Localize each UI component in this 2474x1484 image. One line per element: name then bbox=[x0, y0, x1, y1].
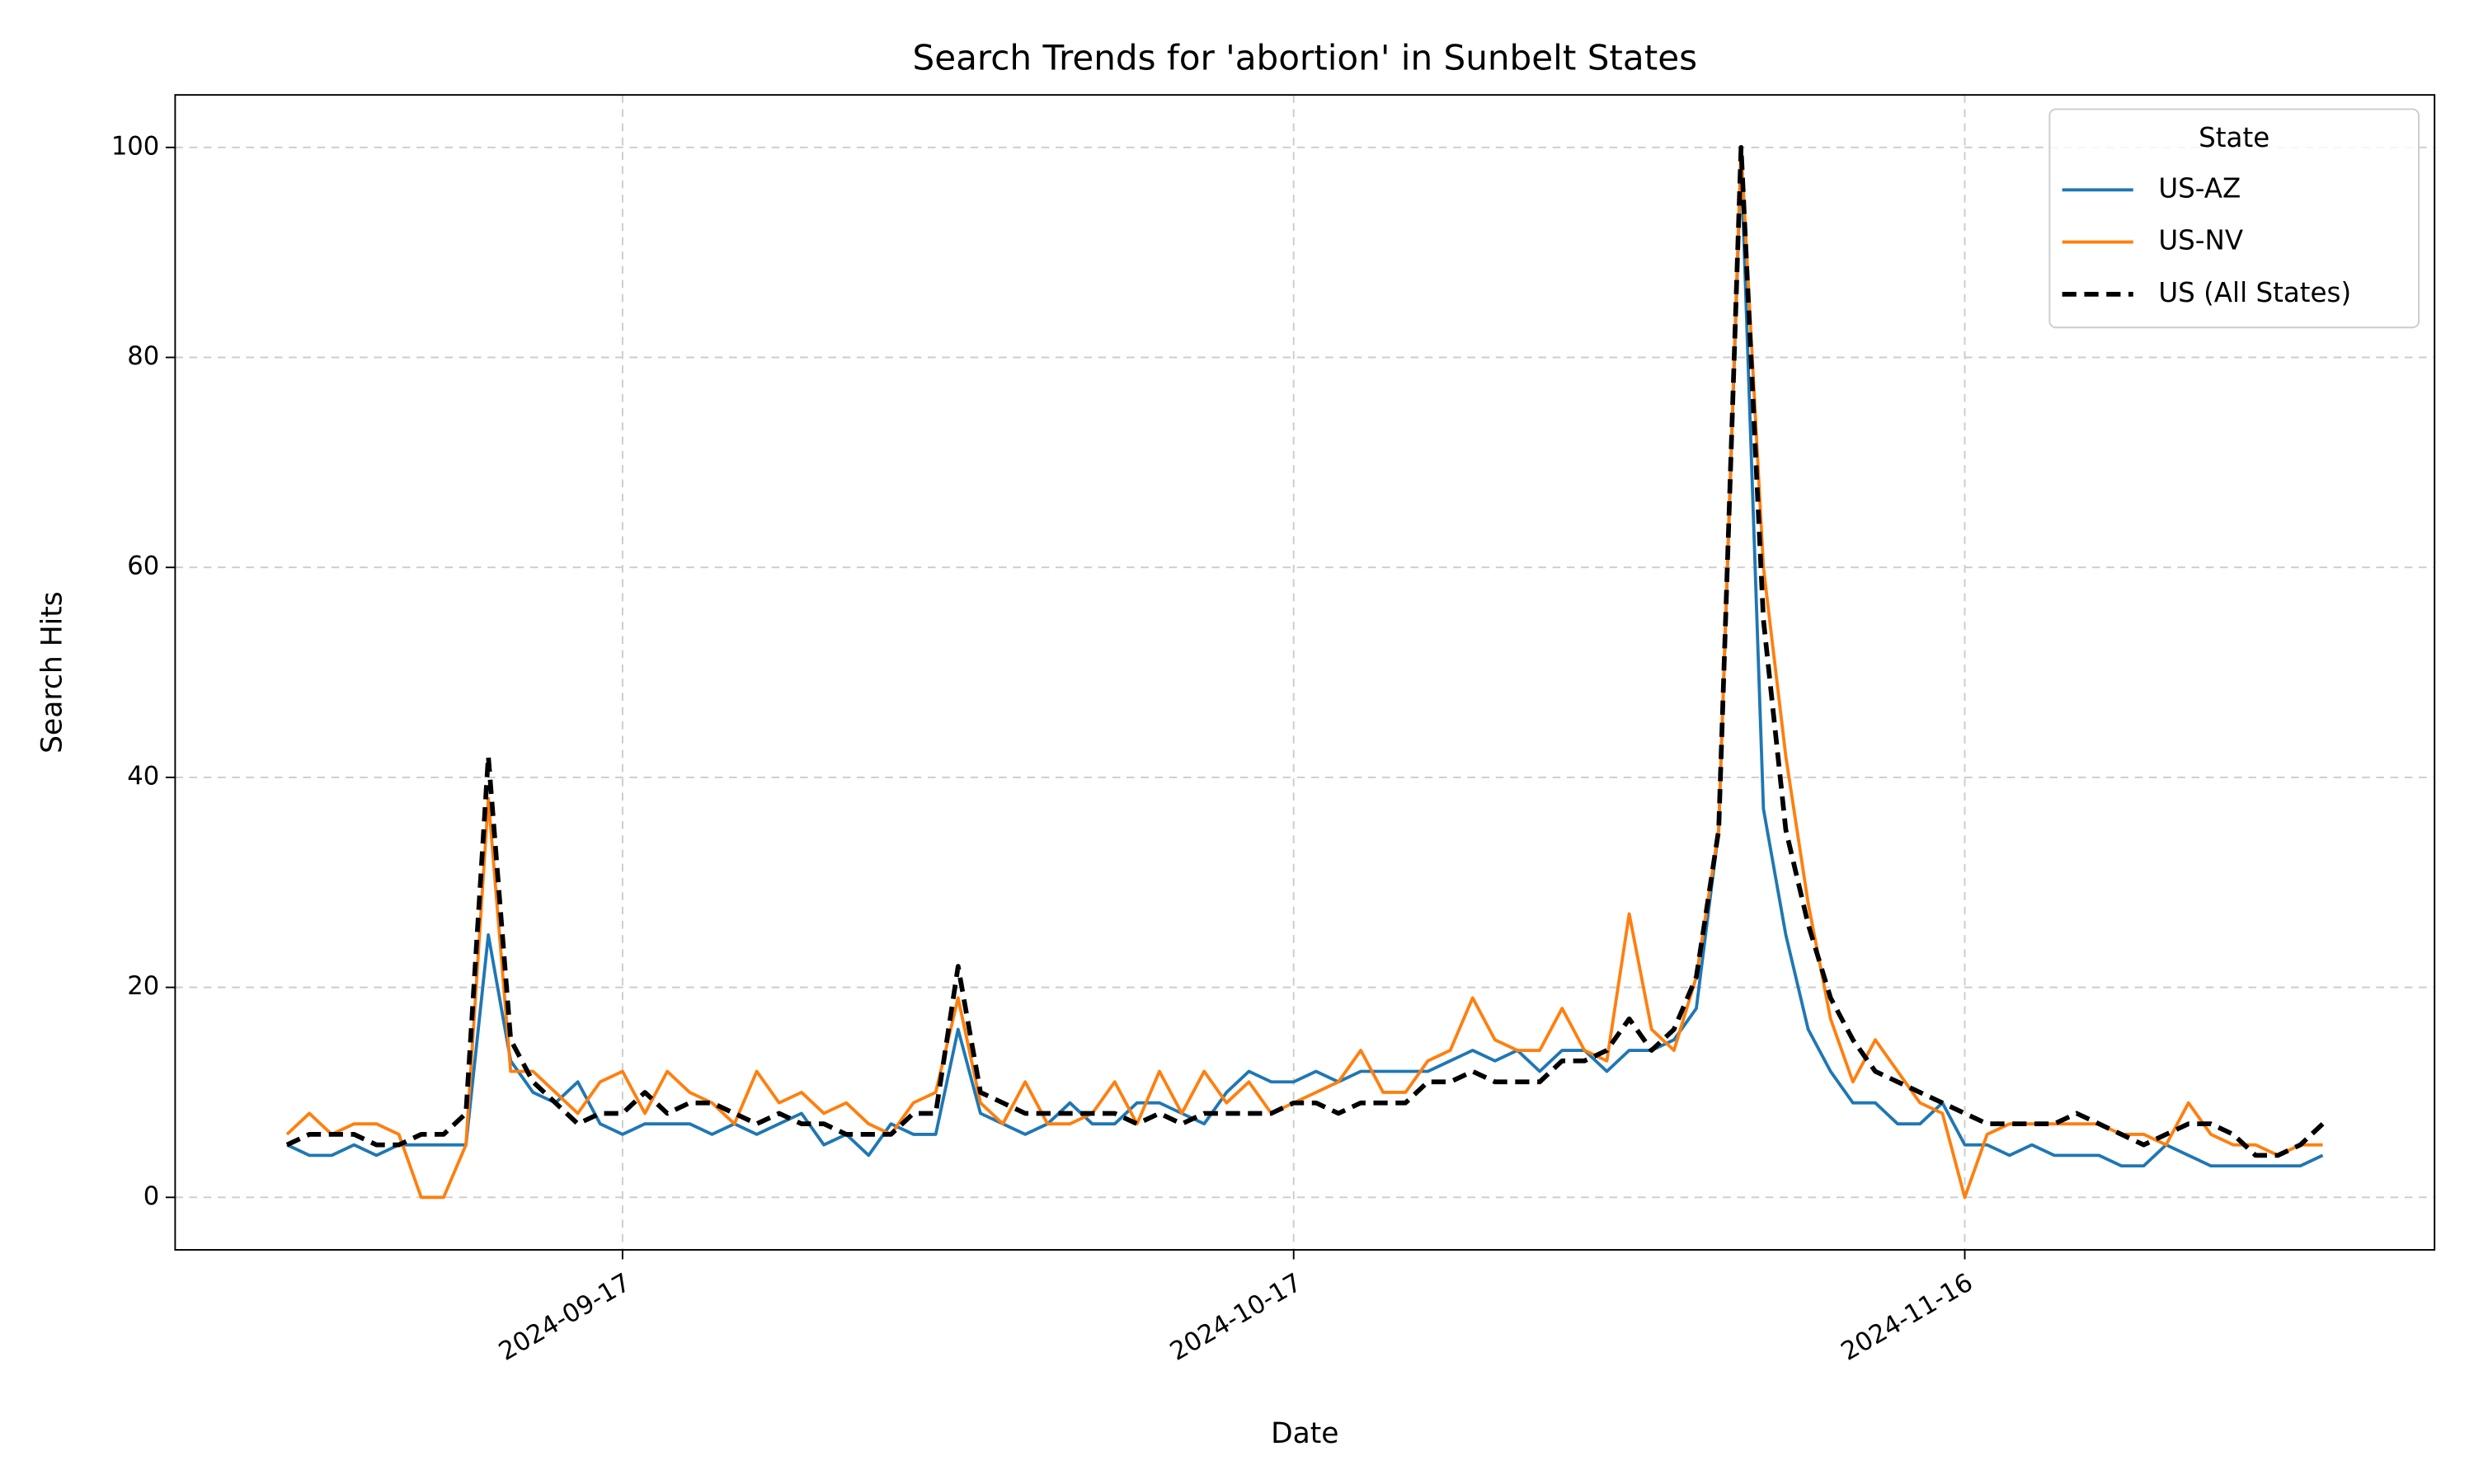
plot-frame bbox=[174, 94, 2436, 1251]
legend-label: US-AZ bbox=[2158, 172, 2241, 204]
y-tick-label: 100 bbox=[111, 132, 159, 161]
legend-title: State bbox=[2199, 122, 2269, 153]
line-series bbox=[285, 144, 2325, 1158]
legend-box bbox=[2048, 108, 2420, 329]
legend-label: US-NV bbox=[2158, 225, 2243, 256]
y-tick-label: 0 bbox=[143, 1182, 159, 1211]
chart-title: Search Trends for 'abortion' in Sunbelt … bbox=[913, 37, 1698, 77]
y-tick-label: 20 bbox=[127, 972, 159, 1001]
legend-label: US (All States) bbox=[2158, 277, 2351, 308]
y-axis-label: Search Hits bbox=[36, 591, 69, 754]
line-series bbox=[285, 145, 2323, 1200]
y-tick-label: 40 bbox=[127, 762, 159, 791]
y-tick-label: 80 bbox=[127, 342, 159, 371]
legend: State US-AZ US-NV US (All States) bbox=[2048, 108, 2420, 329]
x-axis-label: Date bbox=[1271, 1417, 1338, 1450]
y-tick-label: 60 bbox=[127, 552, 159, 581]
